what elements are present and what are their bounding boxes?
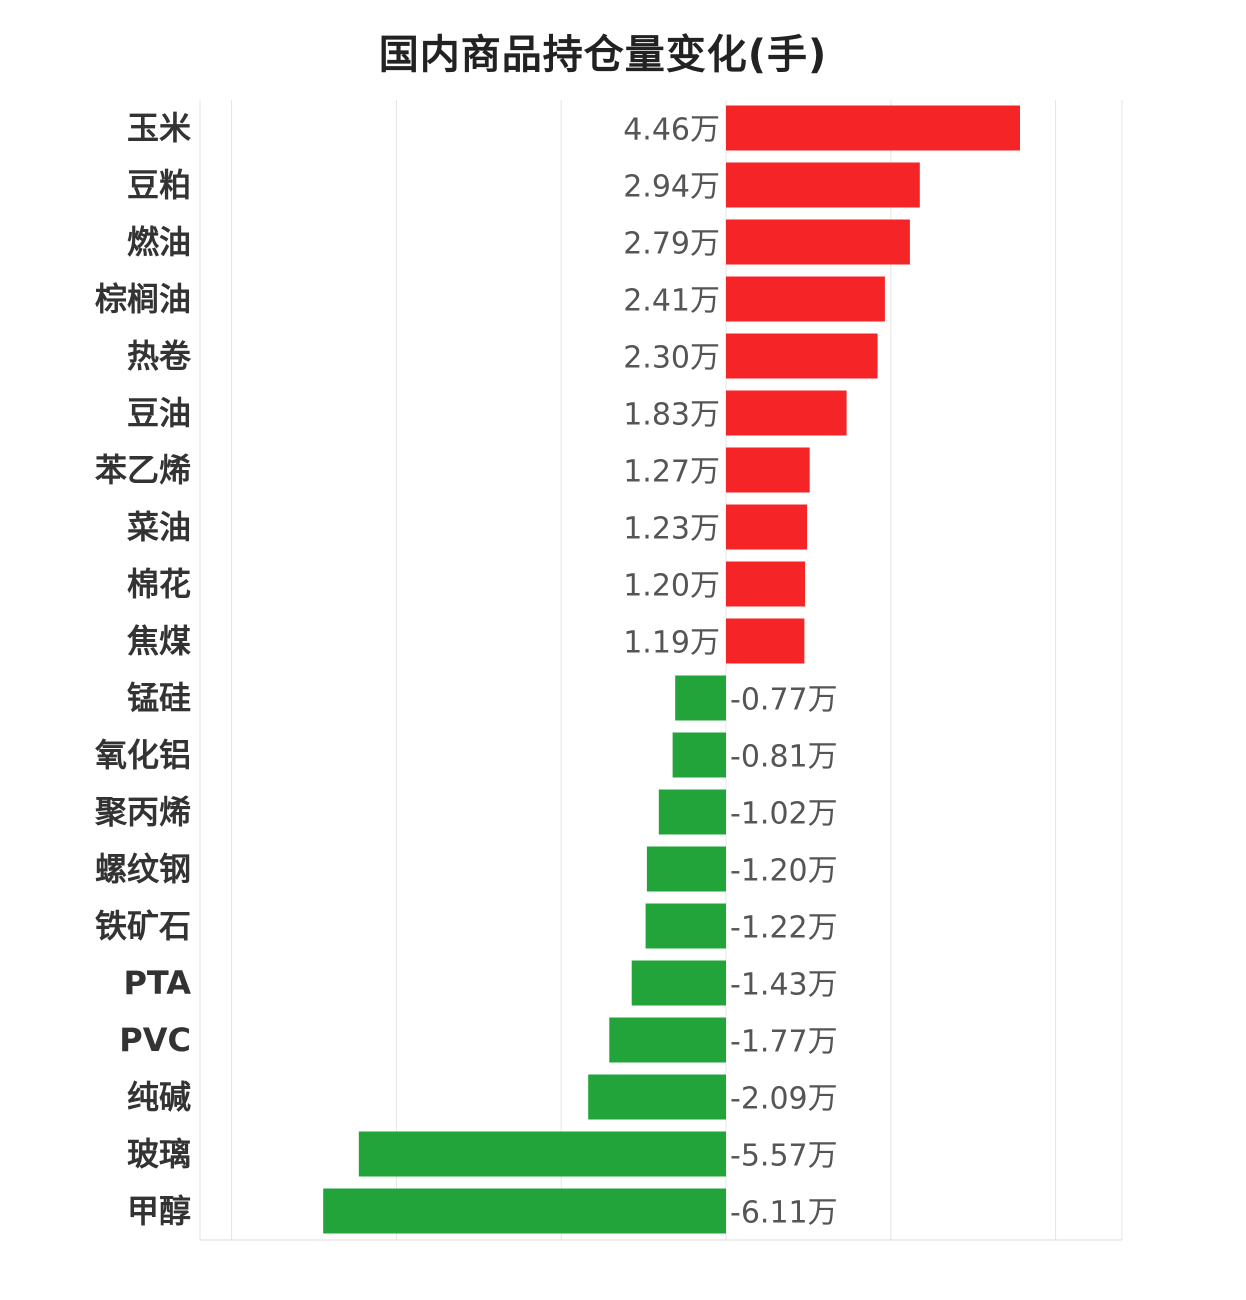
bar bbox=[588, 1074, 726, 1120]
category-label: 棉花 bbox=[127, 565, 191, 603]
category-label: 锰硅 bbox=[127, 679, 191, 717]
data-label: -2.09万 bbox=[730, 1082, 838, 1117]
data-label: -1.77万 bbox=[730, 1025, 838, 1060]
data-label: -1.22万 bbox=[730, 911, 838, 946]
data-label: -0.81万 bbox=[730, 740, 838, 775]
category-label: 玉米 bbox=[127, 109, 191, 147]
category-label: 燃油 bbox=[127, 223, 191, 261]
category-label: 苯乙烯 bbox=[95, 451, 191, 489]
category-label: 玻璃 bbox=[127, 1135, 191, 1173]
category-label: 棕榈油 bbox=[95, 280, 191, 318]
data-label: -1.02万 bbox=[730, 797, 838, 832]
category-label: 聚丙烯 bbox=[94, 793, 191, 831]
category-label: 甲醇 bbox=[127, 1192, 191, 1230]
bar bbox=[726, 276, 885, 322]
bar bbox=[609, 1017, 726, 1063]
data-label: 2.94万 bbox=[623, 170, 720, 205]
category-label: 铁矿石 bbox=[95, 907, 191, 945]
category-label: PTA bbox=[123, 964, 191, 1002]
bar bbox=[646, 846, 726, 892]
category-label: 纯碱 bbox=[127, 1078, 191, 1116]
data-label: 2.41万 bbox=[623, 284, 720, 319]
bar bbox=[726, 333, 878, 379]
data-label: -6.11万 bbox=[730, 1196, 838, 1231]
bar bbox=[726, 105, 1020, 151]
bar bbox=[631, 960, 726, 1006]
bar bbox=[645, 903, 726, 949]
data-label: -1.43万 bbox=[730, 968, 838, 1003]
category-label: 豆油 bbox=[127, 394, 191, 432]
category-label: 热卷 bbox=[127, 337, 192, 375]
grid-layer bbox=[199, 100, 1123, 1241]
data-label: 1.23万 bbox=[623, 512, 720, 547]
category-label: 螺纹钢 bbox=[95, 850, 191, 888]
category-label: 氧化铝 bbox=[95, 736, 191, 774]
bar bbox=[358, 1131, 726, 1177]
data-label: -5.57万 bbox=[730, 1139, 838, 1174]
data-label: 1.83万 bbox=[623, 398, 720, 433]
bar bbox=[675, 675, 726, 721]
bar bbox=[726, 162, 920, 208]
bar bbox=[658, 789, 726, 835]
data-label: 4.46万 bbox=[623, 113, 720, 148]
category-label: PVC bbox=[119, 1021, 191, 1059]
bar bbox=[726, 390, 847, 436]
bar bbox=[726, 561, 806, 607]
data-label: 1.20万 bbox=[623, 569, 720, 604]
category-label: 菜油 bbox=[127, 508, 191, 546]
chart-title: 国内商品持仓量变化(手) bbox=[378, 32, 828, 78]
bar bbox=[726, 447, 810, 493]
bars-layer bbox=[323, 105, 1020, 1234]
data-label: 2.30万 bbox=[623, 341, 720, 376]
data-label: 1.27万 bbox=[623, 455, 720, 490]
bar bbox=[672, 732, 726, 778]
category-label: 豆粕 bbox=[127, 166, 191, 204]
bar bbox=[323, 1188, 726, 1234]
bar bbox=[726, 618, 805, 664]
bar bbox=[726, 219, 910, 265]
data-label: -0.77万 bbox=[730, 683, 838, 718]
category-label: 焦煤 bbox=[127, 622, 191, 660]
data-label: -1.20万 bbox=[730, 854, 838, 889]
data-label: 1.19万 bbox=[623, 626, 720, 661]
data-label: 2.79万 bbox=[623, 227, 720, 262]
bar bbox=[726, 504, 808, 550]
